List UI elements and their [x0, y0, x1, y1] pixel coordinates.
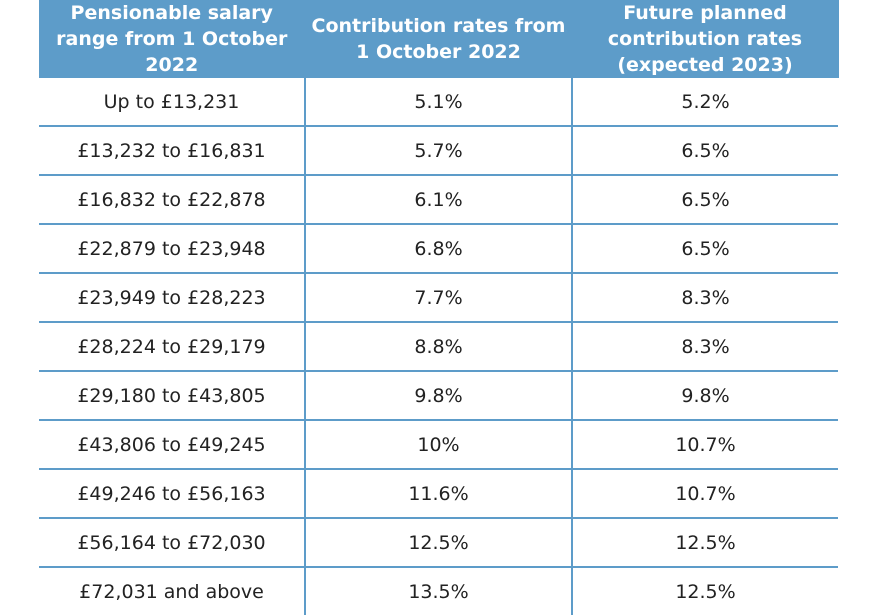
cell-current-rate: 12.5% [304, 518, 572, 568]
table-row: £56,164 to £72,030 12.5% 12.5% [39, 518, 838, 568]
cell-salary-range: £43,806 to £49,245 [39, 420, 305, 470]
cell-current-rate: 13.5% [304, 567, 572, 615]
cell-future-rate: 8.3% [571, 322, 838, 372]
table-row: £23,949 to £28,223 7.7% 8.3% [39, 273, 838, 323]
cell-salary-range: £13,232 to £16,831 [39, 126, 305, 176]
cell-salary-range: £29,180 to £43,805 [39, 371, 305, 421]
cell-future-rate: 10.7% [571, 469, 838, 519]
cell-future-rate: 9.8% [571, 371, 838, 421]
cell-current-rate: 6.8% [304, 224, 572, 274]
table-row: £13,232 to £16,831 5.7% 6.5% [39, 126, 838, 176]
cell-salary-range: £28,224 to £29,179 [39, 322, 305, 372]
header-salary-range: Pensionable salary range from 1 October … [39, 0, 306, 78]
table-header: Pensionable salary range from 1 October … [39, 0, 839, 78]
cell-salary-range: £49,246 to £56,163 [39, 469, 305, 519]
table-row: £22,879 to £23,948 6.8% 6.5% [39, 224, 838, 274]
cell-current-rate: 8.8% [304, 322, 572, 372]
header-future-rates: Future planned contribution rates (expec… [572, 0, 839, 78]
table-row: £49,246 to £56,163 11.6% 10.7% [39, 469, 838, 519]
cell-salary-range: £23,949 to £28,223 [39, 273, 305, 323]
table-row: £72,031 and above 13.5% 12.5% [39, 567, 838, 615]
table-row: £29,180 to £43,805 9.8% 9.8% [39, 371, 838, 421]
cell-current-rate: 9.8% [304, 371, 572, 421]
table-row: £43,806 to £49,245 10% 10.7% [39, 420, 838, 470]
cell-future-rate: 12.5% [571, 518, 838, 568]
cell-future-rate: 10.7% [571, 420, 838, 470]
header-current-rates: Contribution rates from 1 October 2022 [305, 0, 573, 78]
cell-future-rate: 8.3% [571, 273, 838, 323]
header-row: Pensionable salary range from 1 October … [39, 0, 839, 78]
cell-current-rate: 10% [304, 420, 572, 470]
cell-salary-range: £16,832 to £22,878 [39, 175, 305, 225]
cell-salary-range: £56,164 to £72,030 [39, 518, 305, 568]
cell-future-rate: 12.5% [571, 567, 838, 615]
table-row: £16,832 to £22,878 6.1% 6.5% [39, 175, 838, 225]
cell-current-rate: 5.7% [304, 126, 572, 176]
cell-future-rate: 6.5% [571, 224, 838, 274]
table-row: Up to £13,231 5.1% 5.2% [39, 78, 838, 127]
cell-salary-range: £22,879 to £23,948 [39, 224, 305, 274]
cell-salary-range: £72,031 and above [79, 580, 264, 603]
cell-current-rate: 7.7% [304, 273, 572, 323]
table-row: £28,224 to £29,179 8.8% 8.3% [39, 322, 838, 372]
cell-future-rate: 6.5% [571, 126, 838, 176]
contribution-rates-table: Pensionable salary range from 1 October … [39, 0, 839, 615]
cell-future-rate: 6.5% [571, 175, 838, 225]
table-body: Up to £13,231 5.1% 5.2% £13,232 to £16,8… [39, 78, 838, 615]
cell-salary-range: Up to £13,231 [39, 78, 305, 127]
cell-future-rate: 5.2% [571, 78, 838, 127]
cell-current-rate: 5.1% [304, 78, 572, 127]
contribution-table-container: Pensionable salary range from 1 October … [39, 0, 839, 615]
cell-current-rate: 6.1% [304, 175, 572, 225]
cell-current-rate: 11.6% [304, 469, 572, 519]
